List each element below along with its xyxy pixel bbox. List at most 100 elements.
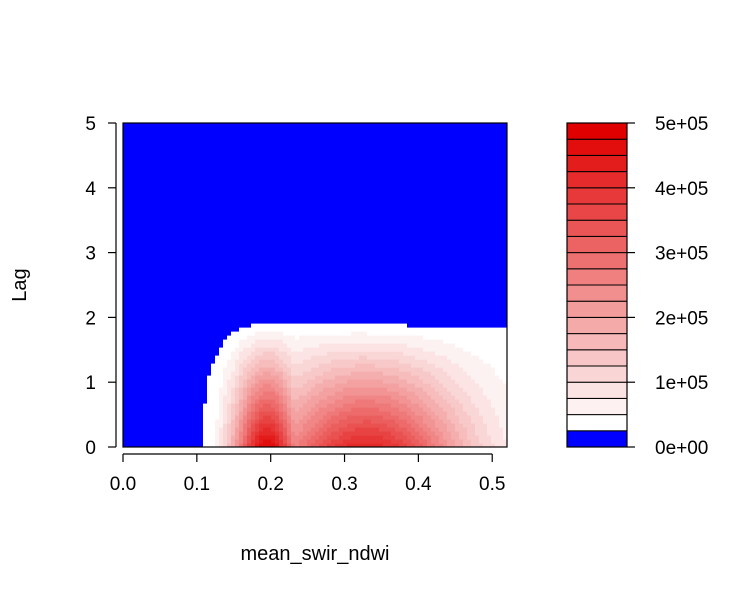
surface-cell (215, 423, 220, 428)
surface-cell (159, 199, 164, 204)
surface-cell (303, 291, 308, 296)
surface-cell (155, 383, 160, 388)
surface-cell (219, 223, 224, 228)
surface-cell (143, 147, 148, 152)
surface-cell (127, 295, 132, 300)
surface-cell (175, 387, 180, 392)
surface-cell (331, 371, 336, 376)
surface-cell (239, 335, 244, 340)
surface-cell (243, 443, 248, 447)
surface-cell (235, 211, 240, 216)
surface-cell (123, 135, 128, 140)
surface-cell (167, 227, 172, 232)
surface-cell (219, 431, 224, 436)
surface-cell (351, 239, 356, 244)
surface-cell (143, 323, 148, 328)
surface-cell (207, 363, 212, 368)
surface-cell (327, 315, 332, 320)
surface-cell (231, 283, 236, 288)
surface-cell (279, 171, 284, 176)
surface-cell (311, 135, 316, 140)
surface-cell (351, 303, 356, 308)
surface-cell (251, 167, 256, 172)
surface-cell (239, 423, 244, 428)
surface-cell (299, 427, 304, 432)
surface-cell (143, 135, 148, 140)
surface-cell (135, 187, 140, 192)
surface-cell (299, 403, 304, 408)
surface-cell (195, 379, 200, 384)
surface-cell (263, 343, 268, 348)
surface-cell (147, 335, 152, 340)
surface-cell (187, 335, 192, 340)
surface-cell (123, 283, 128, 288)
surface-cell (319, 279, 324, 284)
surface-cell (339, 327, 344, 332)
surface-cell (263, 123, 268, 128)
surface-cell (199, 279, 204, 284)
surface-cell (359, 351, 364, 356)
surface-cell (339, 335, 344, 340)
surface-cell (171, 355, 176, 360)
surface-cell (123, 443, 128, 447)
surface-cell (135, 427, 140, 432)
surface-cell (243, 351, 248, 356)
surface-cell (335, 143, 340, 148)
surface-cell (199, 355, 204, 360)
surface-cell (187, 383, 192, 388)
surface-cell (335, 155, 340, 160)
surface-cell (211, 267, 216, 272)
surface-cell (275, 247, 280, 252)
surface-cell (307, 379, 312, 384)
surface-cell (319, 307, 324, 312)
surface-cell (275, 435, 280, 440)
surface-cell (299, 219, 304, 224)
surface-cell (223, 199, 228, 204)
surface-cell (211, 243, 216, 248)
surface-cell (247, 415, 252, 420)
surface-cell (251, 359, 256, 364)
surface-cell (315, 187, 320, 192)
surface-cell (271, 387, 276, 392)
surface-cell (275, 387, 280, 392)
surface-cell (339, 187, 344, 192)
surface-cell (171, 171, 176, 176)
surface-cell (139, 383, 144, 388)
surface-cell (191, 399, 196, 404)
surface-cell (247, 123, 252, 128)
surface-cell (323, 423, 328, 428)
surface-cell (339, 235, 344, 240)
surface-cell (303, 235, 308, 240)
surface-cell (283, 307, 288, 312)
surface-cell (163, 271, 168, 276)
surface-cell (259, 203, 264, 208)
surface-cell (299, 351, 304, 356)
surface-cell (163, 439, 168, 444)
surface-cell (215, 323, 220, 328)
surface-cell (195, 431, 200, 436)
surface-cell (315, 227, 320, 232)
surface-cell (159, 431, 164, 436)
surface-cell (223, 267, 228, 272)
surface-cell (143, 127, 148, 132)
surface-cell (255, 311, 260, 316)
surface-cell (179, 263, 184, 268)
surface-cell (323, 263, 328, 268)
surface-cell (299, 295, 304, 300)
surface-cell (227, 219, 232, 224)
surface-cell (255, 303, 260, 308)
surface-cell (199, 175, 204, 180)
surface-cell (323, 259, 328, 264)
surface-cell (247, 211, 252, 216)
surface-cell (267, 295, 272, 300)
surface-cell (215, 235, 220, 240)
surface-cell (323, 323, 328, 328)
surface-cell (351, 279, 356, 284)
surface-cell (315, 139, 320, 144)
surface-cell (347, 251, 352, 256)
surface-cell (279, 403, 284, 408)
surface-cell (363, 383, 368, 388)
surface-cell (339, 419, 344, 424)
surface-cell (363, 323, 368, 328)
surface-cell (299, 243, 304, 248)
